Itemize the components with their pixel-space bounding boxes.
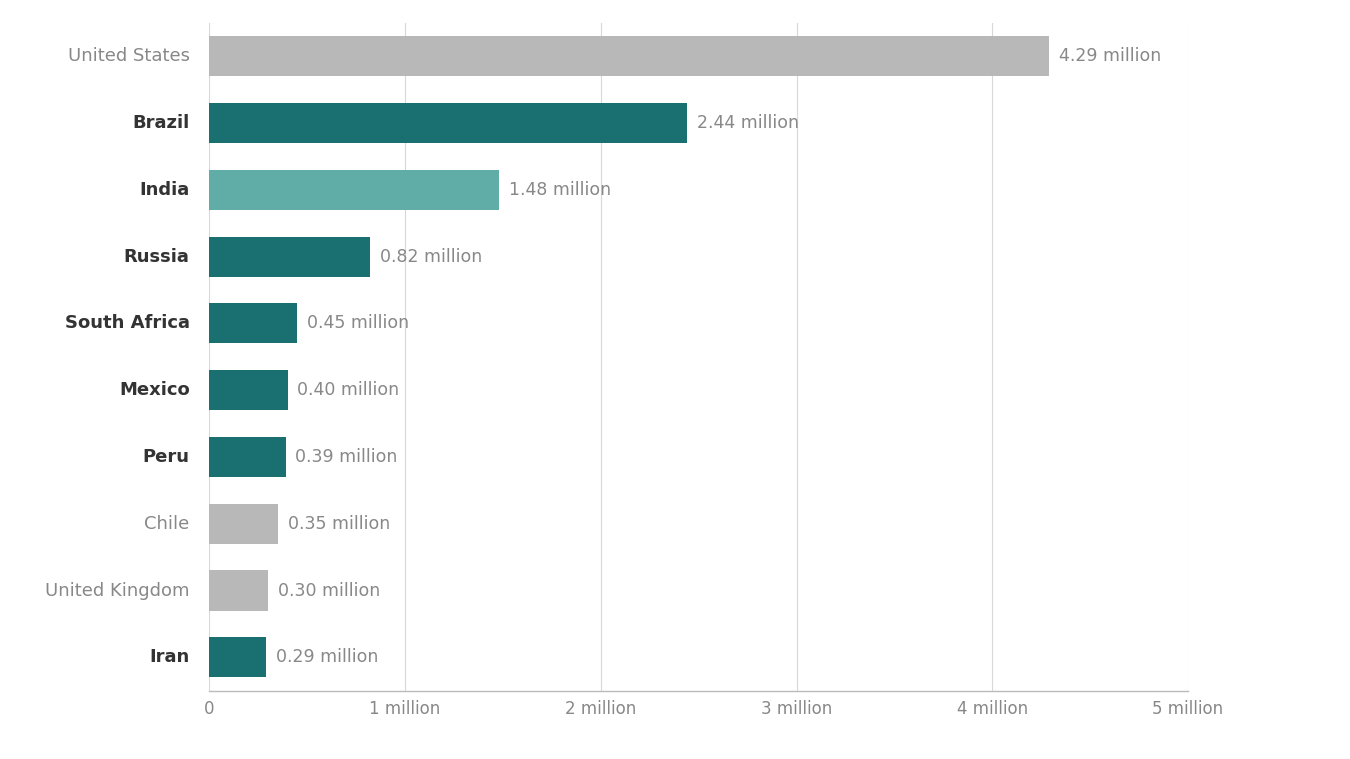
Bar bbox=[209, 638, 266, 677]
Text: Iran: Iran bbox=[150, 648, 189, 666]
Bar bbox=[209, 571, 267, 610]
Bar bbox=[209, 170, 500, 209]
Text: 1.48 million: 1.48 million bbox=[509, 181, 610, 199]
Text: Chile: Chile bbox=[144, 515, 189, 533]
Text: 0.29 million: 0.29 million bbox=[275, 648, 378, 666]
Text: 0.82 million: 0.82 million bbox=[379, 247, 482, 266]
Text: Mexico: Mexico bbox=[119, 381, 189, 399]
Bar bbox=[209, 370, 288, 410]
Bar bbox=[209, 36, 1049, 76]
Bar bbox=[209, 304, 297, 343]
Bar bbox=[209, 237, 370, 276]
Text: 0.40 million: 0.40 million bbox=[297, 381, 400, 399]
Text: Peru: Peru bbox=[143, 448, 189, 466]
Text: Brazil: Brazil bbox=[132, 114, 189, 132]
Text: Russia: Russia bbox=[124, 247, 189, 266]
Text: 0.45 million: 0.45 million bbox=[306, 314, 409, 332]
Text: 4.29 million: 4.29 million bbox=[1058, 47, 1161, 65]
Text: United States: United States bbox=[68, 47, 189, 65]
Bar bbox=[209, 103, 687, 143]
Text: India: India bbox=[139, 181, 189, 199]
Text: South Africa: South Africa bbox=[65, 314, 189, 332]
Text: 2.44 million: 2.44 million bbox=[697, 114, 799, 132]
Text: 0.30 million: 0.30 million bbox=[278, 581, 379, 600]
Bar bbox=[209, 437, 286, 477]
Text: United Kingdom: United Kingdom bbox=[45, 581, 189, 600]
Text: 0.35 million: 0.35 million bbox=[288, 515, 390, 533]
Bar bbox=[209, 504, 278, 543]
Text: 0.39 million: 0.39 million bbox=[296, 448, 398, 466]
